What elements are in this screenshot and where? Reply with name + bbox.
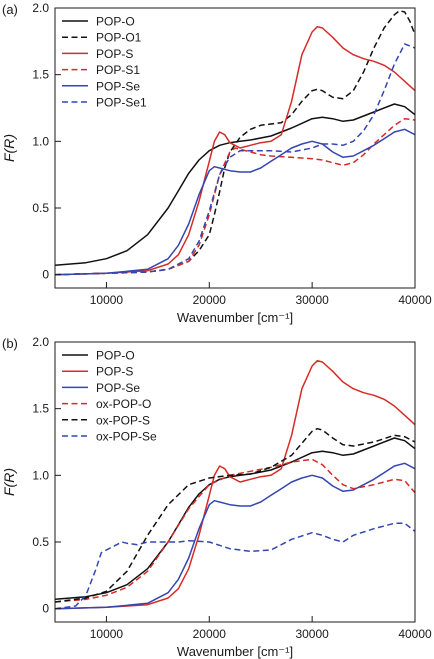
x-tick-label: 40000 <box>398 627 432 641</box>
y-tick-label: 0.5 <box>32 535 49 549</box>
series-line-ox-pop-s <box>55 427 415 603</box>
y-tick-label: 2.0 <box>32 1 49 15</box>
y-axis-label: F(R) <box>1 468 17 496</box>
legend-label: POP-O <box>96 349 135 363</box>
plot-frame <box>54 341 416 623</box>
y-tick-label: 0 <box>42 602 49 616</box>
series-line-pop-o <box>55 437 415 601</box>
y-tick-label: 1.5 <box>32 402 49 416</box>
y-tick-label: 0 <box>42 268 49 282</box>
y-tick-label: 2.0 <box>32 335 49 349</box>
y-axis-label: F(R) <box>1 134 17 162</box>
legend-label: ox-POP-Se <box>96 430 157 444</box>
plot-frame <box>54 7 416 289</box>
series-group <box>55 359 415 610</box>
panel-label: (a) <box>2 2 18 17</box>
legend-label: POP-Se <box>96 79 140 93</box>
legend-label: POP-O1 <box>96 31 142 45</box>
series-line-pop-se <box>55 462 415 610</box>
y-tick-label: 0.5 <box>32 201 49 215</box>
chart-panel-a: 10000 20000 30000 40000 0 0.5 1.0 1.5 2.0 Wavenum… <box>1 1 432 325</box>
y-tick-label: 1.5 <box>32 68 49 82</box>
chart-panel-b: 10000 20000 30000 40000 0 0.5 1.0 1.5 2.0 Wavenum… <box>1 335 432 659</box>
series-line-ox-pop-o <box>55 458 415 603</box>
series-group <box>55 9 415 276</box>
x-tick-label: 10000 <box>90 293 124 307</box>
series-line-pop-s <box>55 359 415 610</box>
legend: POP-O POP-S POP-Se ox-POP-O ox-POP-S ox-POP-S… <box>62 349 157 444</box>
legend-label: POP-S <box>96 365 133 379</box>
y-tick-label: 1.0 <box>32 134 49 148</box>
legend-label: ox-POP-S <box>96 413 150 427</box>
legend-label: POP-S1 <box>96 63 140 77</box>
legend-label: POP-Se <box>96 381 140 395</box>
x-tick-label: 10000 <box>90 627 124 641</box>
x-axis-label: Wavenumber [cm⁻¹] <box>177 644 293 659</box>
series-line-pop-s1 <box>55 117 415 276</box>
x-tick-label: 30000 <box>295 627 329 641</box>
y-tick-label: 1.0 <box>32 468 49 482</box>
x-tick-label: 20000 <box>193 627 227 641</box>
series-line-ox-pop-se <box>55 522 415 610</box>
legend: POP-O POP-O1 POP-S POP-S1 POP-Se POP-Se1 <box>62 15 147 110</box>
legend-label: ox-POP-O <box>96 397 151 411</box>
x-tick-label: 20000 <box>193 293 227 307</box>
legend-label: POP-Se1 <box>96 96 147 110</box>
x-axis-label: Wavenumber [cm⁻¹] <box>177 310 293 325</box>
x-tick-label: 30000 <box>295 293 329 307</box>
series-line-pop-se <box>55 128 415 276</box>
panel-label: (b) <box>2 336 18 351</box>
series-line-pop-se1 <box>55 43 415 276</box>
series-line-pop-o <box>55 103 415 267</box>
legend-label: POP-O <box>96 15 135 29</box>
x-tick-label: 40000 <box>398 293 432 307</box>
legend-label: POP-S <box>96 47 133 61</box>
series-line-pop-s <box>55 25 415 276</box>
